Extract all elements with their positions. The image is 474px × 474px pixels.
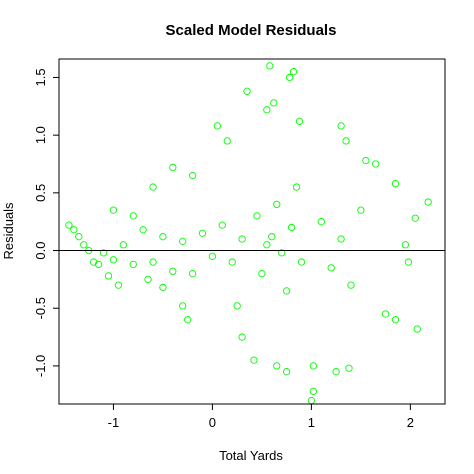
y-tick-label: 0.0 [33,241,48,259]
data-point [208,252,217,260]
data-point [347,281,355,289]
y-axis-label: Residuals [1,202,16,260]
data-point [258,269,266,278]
data-point [144,275,152,284]
data-point [149,258,157,266]
data-point [424,198,432,206]
data-point [104,272,113,280]
data-point [179,237,187,245]
data-point [391,316,400,324]
y-tick-label: 1.0 [33,126,48,144]
y-axis: -1.0 -0.5 0.0 0.5 1.0 1.5 [33,68,60,377]
data-point [278,249,286,257]
data-point [218,221,226,229]
data-point [266,62,274,70]
data-point [179,302,187,310]
data-point [169,267,177,275]
data-point [307,396,316,405]
data-point [282,287,291,295]
data-point [238,333,246,341]
data-point [99,249,108,257]
data-point [357,206,365,214]
data-point [129,212,137,220]
plot-frame [58,58,446,405]
data-point [70,226,78,234]
data-point [295,117,304,125]
y-tick-label: -1.0 [33,355,48,377]
points-layer [65,62,432,405]
data-point [292,183,301,191]
data-point [188,269,197,278]
data-point [381,310,390,318]
data-point [223,137,231,145]
data-point [297,258,306,266]
data-point [139,226,147,234]
data-point [317,218,325,226]
data-point [233,302,241,310]
x-axis-label: Total Yards [219,448,283,463]
data-point [119,241,127,249]
x-axis: -1 0 1 2 [108,403,414,430]
data-point [243,87,251,95]
data-point [309,387,318,395]
data-point [332,368,340,376]
data-point [159,283,167,292]
data-point [213,122,222,130]
data-point [285,73,294,82]
y-tick-label: 1.5 [33,68,48,86]
data-point [75,233,83,241]
data-point [114,281,123,289]
data-point [250,356,258,364]
data-point [268,233,276,241]
data-point [65,221,73,229]
data-point [188,171,197,180]
data-point [337,122,345,130]
data-point [253,212,261,220]
data-point [109,256,118,264]
data-point [273,200,281,209]
data-point [337,235,345,243]
data-point [263,106,271,114]
x-tick-label: -1 [108,415,120,430]
y-tick-label: 0.5 [33,184,48,202]
data-point [401,241,410,249]
data-point [129,260,137,269]
data-point [345,364,353,372]
data-point [228,258,236,266]
data-point [327,264,335,272]
data-point [282,368,291,376]
data-point [169,163,177,172]
data-point [263,241,271,249]
data-point [94,260,103,269]
data-point [89,258,98,266]
data-point [391,179,400,188]
data-point [149,183,157,191]
chart-title: Scaled Model Residuals [166,22,337,39]
data-point [342,137,350,145]
x-tick-label: 0 [209,415,216,430]
data-point [287,223,296,232]
data-point [404,258,413,266]
data-point [362,156,370,165]
data-point [289,68,298,76]
data-point [198,229,207,237]
x-tick-label: 2 [407,415,414,430]
x-tick-label: 1 [308,415,315,430]
data-point [109,206,118,214]
data-point [159,233,167,241]
data-point [184,316,192,324]
data-point [270,99,278,107]
data-point [372,160,380,168]
data-point [411,214,419,222]
data-point [413,325,421,333]
data-point [80,241,88,249]
data-point [238,235,246,243]
data-point [309,362,318,370]
data-point [273,362,281,370]
y-tick-label: -0.5 [33,297,48,319]
